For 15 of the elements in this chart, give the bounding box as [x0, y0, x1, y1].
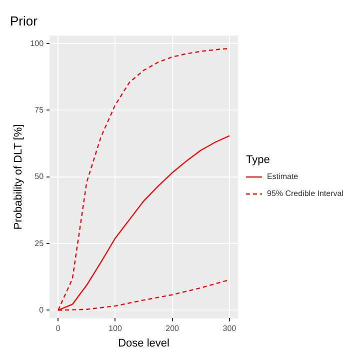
x-tick-label: 0 [56, 324, 61, 334]
legend-label: Estimate [267, 172, 298, 181]
y-tick-label: 50 [34, 172, 44, 182]
legend-title: Type [246, 154, 271, 166]
y-tick-label: 25 [34, 238, 44, 248]
legend-label: 95% Credible Interval [267, 189, 344, 198]
y-axis-title: Probability of DLT [%] [12, 124, 25, 230]
x-tick-label: 100 [108, 324, 122, 334]
x-axis-title: Dose level [118, 337, 170, 350]
y-tick-label: 0 [39, 305, 44, 314]
chart-title: Prior [10, 13, 38, 28]
y-tick-label: 75 [34, 105, 44, 114]
x-tick-label: 300 [222, 324, 237, 334]
y-tick-label: 100 [30, 38, 44, 48]
x-tick-label: 200 [166, 324, 180, 334]
